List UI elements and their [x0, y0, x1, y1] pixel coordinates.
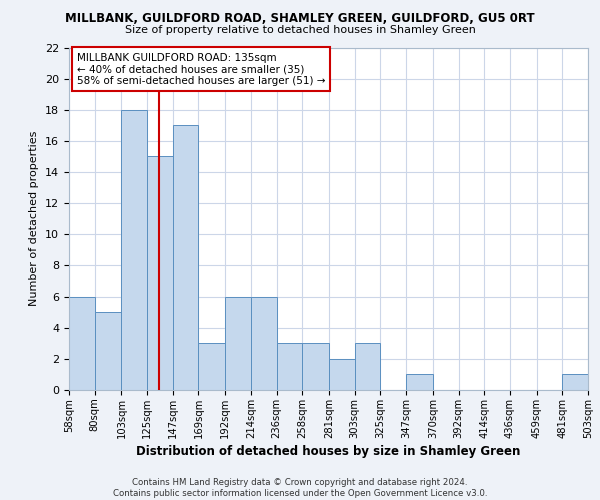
Bar [173, 126, 199, 390]
Text: Contains HM Land Registry data © Crown copyright and database right 2024.
Contai: Contains HM Land Registry data © Crown c… [113, 478, 487, 498]
Bar [355, 344, 380, 390]
Bar [302, 344, 329, 390]
Text: MILLBANK GUILDFORD ROAD: 135sqm
← 40% of detached houses are smaller (35)
58% of: MILLBANK GUILDFORD ROAD: 135sqm ← 40% of… [77, 52, 325, 86]
Bar [69, 296, 95, 390]
Text: MILLBANK, GUILDFORD ROAD, SHAMLEY GREEN, GUILDFORD, GU5 0RT: MILLBANK, GUILDFORD ROAD, SHAMLEY GREEN,… [65, 12, 535, 26]
Bar [225, 296, 251, 390]
Bar [95, 312, 121, 390]
X-axis label: Distribution of detached houses by size in Shamley Green: Distribution of detached houses by size … [136, 445, 521, 458]
Bar [199, 344, 225, 390]
Text: Size of property relative to detached houses in Shamley Green: Size of property relative to detached ho… [125, 25, 475, 35]
Bar [406, 374, 433, 390]
Bar [562, 374, 588, 390]
Bar [329, 359, 355, 390]
Bar [147, 156, 173, 390]
Bar [251, 296, 277, 390]
Bar [277, 344, 302, 390]
Bar [121, 110, 147, 390]
Y-axis label: Number of detached properties: Number of detached properties [29, 131, 40, 306]
